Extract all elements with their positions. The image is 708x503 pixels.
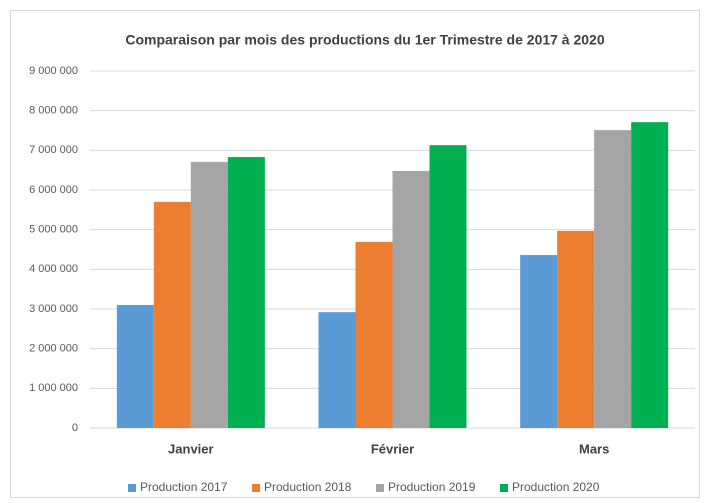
x-tick-label: Février <box>371 441 414 456</box>
legend-label: Production 2017 <box>140 480 228 494</box>
bar <box>355 241 393 428</box>
legend-swatch <box>376 484 384 492</box>
y-tick-label: 5 000 000 <box>29 224 78 236</box>
bar <box>520 255 558 428</box>
bar <box>594 130 632 428</box>
y-tick-label: 2 000 000 <box>29 343 78 355</box>
legend-label: Production 2020 <box>512 480 600 494</box>
x-tick-label: Mars <box>579 441 609 456</box>
bar <box>318 312 356 428</box>
y-tick-label: 4 000 000 <box>29 263 78 275</box>
y-tick-label: 0 <box>72 422 78 434</box>
y-tick-label: 6 000 000 <box>29 184 78 196</box>
bar <box>631 122 669 429</box>
bar <box>392 170 430 428</box>
y-tick-label: 8 000 000 <box>29 105 78 117</box>
y-tick-label: 1 000 000 <box>29 382 78 394</box>
legend-label: Production 2019 <box>388 480 476 494</box>
x-tick-label: Janvier <box>168 441 214 456</box>
bar <box>190 161 228 428</box>
legend-swatch <box>252 484 260 492</box>
legend-swatch <box>128 484 136 492</box>
bar <box>429 145 467 428</box>
legend-swatch <box>500 484 508 492</box>
y-tick-label: 7 000 000 <box>29 144 78 156</box>
bar <box>116 305 154 428</box>
y-tick-label: 3 000 000 <box>29 303 78 315</box>
y-tick-label: 9 000 000 <box>29 65 78 77</box>
bar <box>557 230 595 428</box>
legend-label: Production 2018 <box>264 480 352 494</box>
chart-title: Comparaison par mois des productions du … <box>125 32 605 48</box>
bar <box>153 201 191 428</box>
bar <box>227 157 265 428</box>
